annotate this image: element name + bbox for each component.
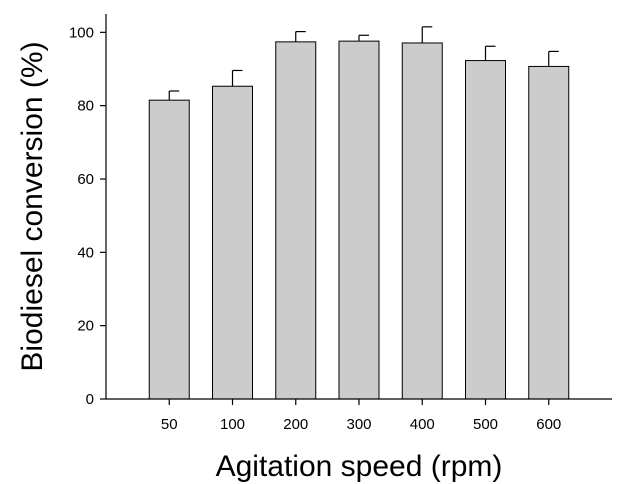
x-tick-label: 100 [220,416,245,433]
bars-layer [148,40,570,400]
y-tick-label: 80 [77,98,94,115]
y-tick-label: 40 [77,244,94,261]
y-ticks-layer: 0 20 40 60 80 100 [69,24,106,408]
error-bars-layer [168,26,559,101]
x-tick-label: 200 [283,416,308,433]
bar [275,41,317,400]
x-tick-label: 50 [161,416,178,433]
bar [465,60,506,400]
y-tick-label: 60 [77,171,94,188]
bar [338,40,380,400]
x-ticks-layer: 50 100 200 300 400 500 600 [161,399,561,433]
y-axis-title: Biodiesel conversion (%) [16,41,49,371]
y-tick-label: 0 [86,391,94,408]
bar [148,99,190,400]
x-tick-label: 500 [473,416,498,433]
x-tick-label: 300 [346,416,371,433]
bar [401,42,443,400]
y-tick-label: 20 [77,318,94,335]
y-tick-label: 100 [69,24,94,41]
x-tick-label: 600 [536,416,561,433]
bar [528,65,570,400]
x-tick-label: 400 [410,416,435,433]
x-axis-title: Agitation speed (rpm) [216,450,503,483]
bar [212,85,253,400]
